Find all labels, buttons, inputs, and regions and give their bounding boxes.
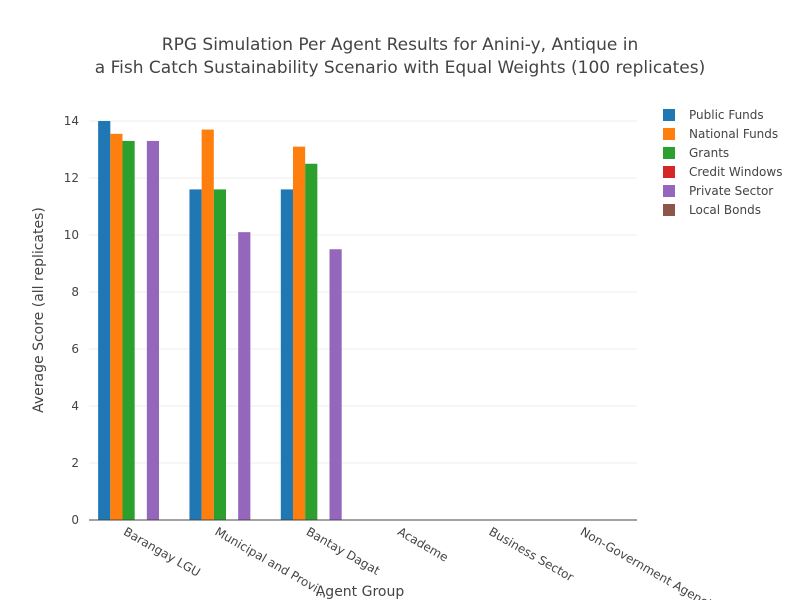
legend-swatch [663, 166, 675, 178]
gridlines [89, 120, 637, 464]
legend-swatch [663, 109, 675, 121]
y-axis-title: Average Score (all replicates) [31, 207, 47, 413]
y-tick-label: 6 [71, 342, 79, 356]
x-tick-labels: Barangay LGU Municipal and Provi…Bantay D… [121, 524, 723, 600]
bar-national-funds-0 [110, 133, 123, 520]
x-tick-label: Academe [395, 524, 451, 564]
bar-private-sector-0 [146, 140, 160, 520]
bar-national-funds-1 [201, 129, 214, 521]
legend-swatch [663, 204, 675, 216]
legend-label: Grants [689, 146, 729, 160]
legend-swatch [663, 147, 675, 159]
legend-item-national-funds[interactable]: National Funds [663, 127, 778, 141]
legend-label: Public Funds [689, 108, 764, 122]
legend-label: Private Sector [689, 184, 773, 198]
y-tick-label: 0 [71, 513, 79, 527]
bar-public-funds-0 [98, 121, 111, 520]
legend-label: Local Bonds [689, 203, 761, 217]
y-tick-label: 4 [71, 399, 79, 413]
legend-item-private-sector[interactable]: Private Sector [663, 184, 773, 198]
x-axis-title: Agent Group [316, 584, 405, 600]
bar-private-sector-1 [238, 232, 251, 520]
legend[interactable]: Public Funds National Funds Grants Credit W… [663, 108, 782, 217]
y-tick-label: 14 [64, 114, 79, 128]
legend-item-grants[interactable]: Grants [663, 146, 729, 160]
bar-grants-0 [122, 140, 135, 520]
legend-label: National Funds [689, 127, 778, 141]
y-tick-label: 10 [64, 228, 79, 242]
x-tick-label: Non-Government Agenci… [578, 524, 724, 600]
x-tick-label: Barangay LGU [121, 524, 203, 579]
bar-public-funds-1 [189, 189, 202, 520]
bars [98, 121, 342, 521]
legend-swatch [663, 128, 675, 140]
y-tick-labels: 0 2 4 6 8 10 12 14 [64, 114, 79, 527]
legend-label: Credit Windows [689, 165, 782, 179]
legend-swatch [663, 185, 675, 197]
bar-grants-2 [305, 163, 318, 520]
x-tick-label: Business Sector [487, 524, 577, 584]
bar-national-funds-2 [292, 146, 306, 520]
y-tick-label: 2 [71, 456, 79, 470]
bar-grants-1 [213, 189, 226, 520]
bar-private-sector-2 [329, 249, 342, 520]
chart-title-line-2: a Fish Catch Sustainability Scenario wit… [95, 58, 705, 78]
legend-item-local-bonds[interactable]: Local Bonds [663, 203, 761, 217]
legend-item-public-funds[interactable]: Public Funds [663, 108, 764, 122]
y-tick-label: 8 [71, 285, 79, 299]
bar-public-funds-2 [280, 189, 293, 520]
y-tick-label: 12 [64, 171, 79, 185]
chart-title-line-1: RPG Simulation Per Agent Results for Ani… [162, 35, 638, 55]
legend-item-credit-windows[interactable]: Credit Windows [663, 165, 782, 179]
x-tick-label: Bantay Dagat [304, 524, 383, 577]
